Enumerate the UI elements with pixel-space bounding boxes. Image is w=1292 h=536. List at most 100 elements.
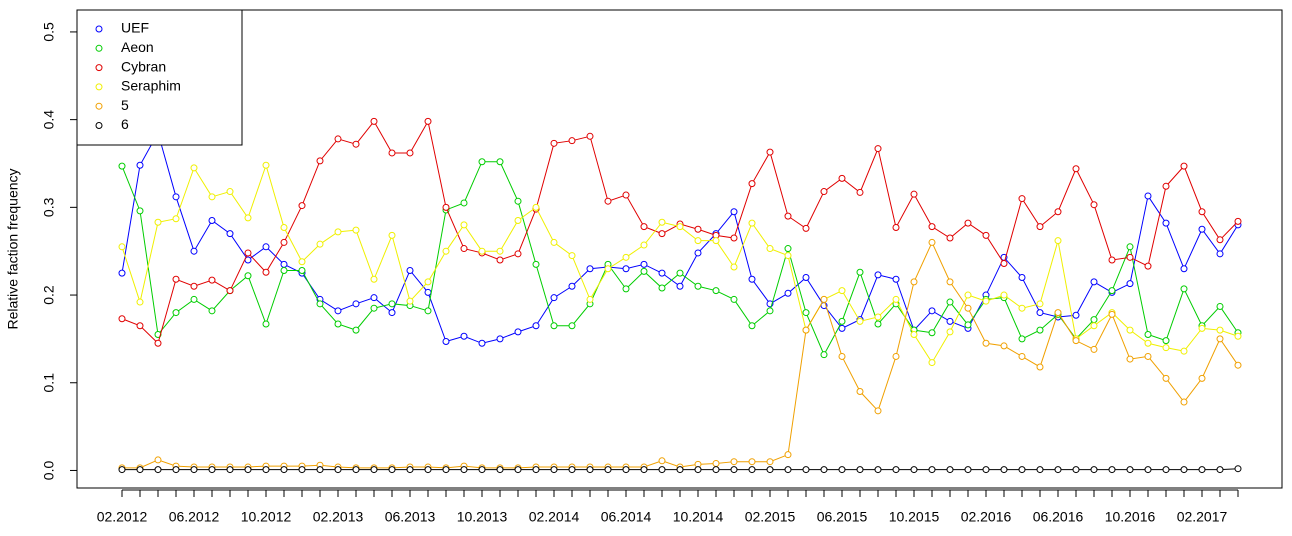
point [1054,466,1062,474]
point [730,295,738,303]
point [658,218,666,226]
point [550,139,558,147]
legend: UEF Aeon Cybran Seraphim 5 6 [76,9,243,146]
point [658,457,666,465]
point [1162,337,1170,345]
point [460,245,468,253]
point [1198,225,1206,233]
point [856,317,864,325]
point [622,466,630,474]
y-tick-label: 0.2 [41,285,57,305]
point [1162,466,1170,474]
point [820,295,828,303]
point [784,212,792,220]
point [586,295,594,303]
point [424,466,432,474]
point [568,137,576,145]
point [964,219,972,227]
point [244,249,252,257]
point [532,466,540,474]
point [118,243,126,251]
point [442,203,450,211]
point [1234,332,1242,340]
point [1180,265,1188,273]
point [1018,466,1026,474]
point [1216,326,1224,334]
point [694,225,702,233]
point [226,230,234,238]
point [1036,223,1044,231]
point [946,234,954,242]
point [406,466,414,474]
point [1036,326,1044,334]
point [1144,331,1152,339]
point [550,466,558,474]
point [1216,335,1224,343]
point [514,250,522,258]
point [298,466,306,474]
point [640,267,648,275]
point [1144,352,1152,360]
point [604,466,612,474]
point [910,466,918,474]
point [1090,322,1098,330]
point [190,247,198,255]
point [622,265,630,273]
point [820,466,828,474]
point [676,282,684,290]
point [1054,309,1062,317]
point [748,219,756,227]
x-tick-label: 02.2014 [529,509,580,525]
point [676,466,684,474]
point [1000,342,1008,350]
point [874,407,882,415]
point [352,326,360,334]
point [892,466,900,474]
point [1036,309,1044,317]
point [406,266,414,274]
point [1162,344,1170,352]
point [874,320,882,328]
point [496,256,504,264]
point [874,466,882,474]
point [694,237,702,245]
point [370,294,378,302]
point [334,135,342,143]
legend-marker [95,25,103,33]
y-axis-label: Relative faction frequency [5,168,21,329]
point [838,287,846,295]
point [802,326,810,334]
point [982,339,990,347]
point [1072,165,1080,173]
point [352,300,360,308]
point [280,466,288,474]
point [442,338,450,346]
point [1180,162,1188,170]
legend-marker [95,44,103,52]
point [1018,195,1026,203]
point [1216,302,1224,310]
point [172,193,180,201]
point [1126,253,1134,261]
point [280,224,288,232]
point [208,307,216,315]
y-tick-label: 0.5 [41,22,57,42]
point [820,188,828,196]
point [226,188,234,196]
point [532,322,540,330]
point [586,265,594,273]
point [1000,466,1008,474]
point [208,466,216,474]
point [334,466,342,474]
point [1234,217,1242,225]
point [1180,398,1188,406]
point [928,329,936,337]
point [388,309,396,317]
point [640,223,648,231]
legend-box [76,9,243,146]
point [532,203,540,211]
point [388,149,396,157]
point [892,275,900,283]
point [694,282,702,290]
